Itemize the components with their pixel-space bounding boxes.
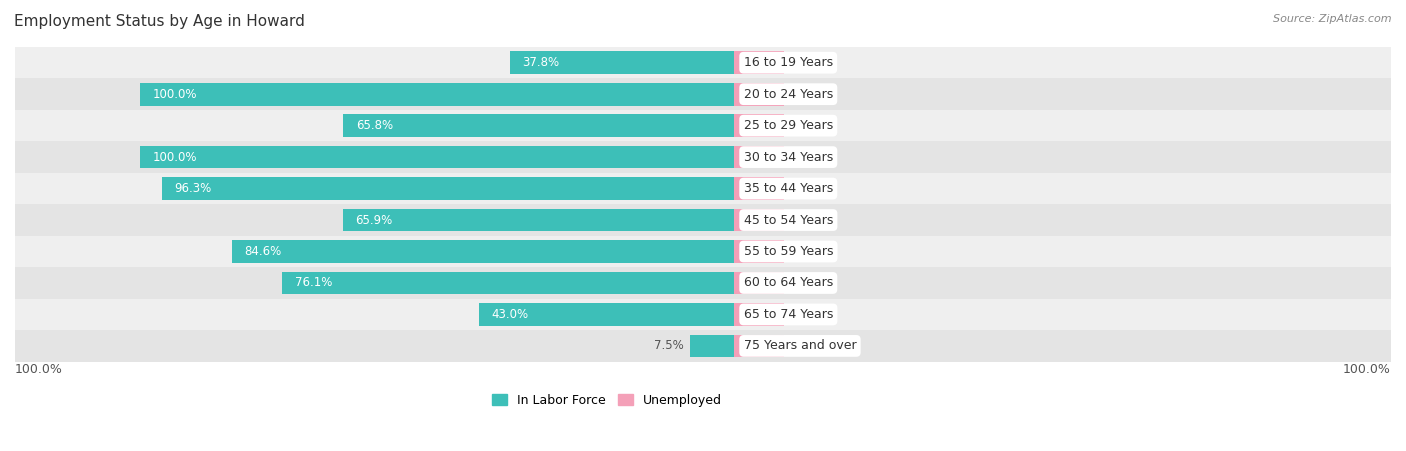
- Text: 60 to 64 Years: 60 to 64 Years: [744, 276, 832, 290]
- Text: 100.0%: 100.0%: [1343, 363, 1391, 376]
- Text: 55 to 59 Years: 55 to 59 Years: [744, 245, 834, 258]
- Bar: [141, 146, 734, 168]
- Text: 0.0%: 0.0%: [797, 56, 827, 69]
- Bar: [283, 272, 734, 295]
- Bar: [141, 83, 734, 106]
- Text: 7.5%: 7.5%: [654, 340, 683, 352]
- Bar: [734, 146, 785, 168]
- Text: 0.0%: 0.0%: [797, 151, 827, 164]
- Text: 0.0%: 0.0%: [797, 214, 827, 226]
- Text: 0.0%: 0.0%: [797, 119, 827, 132]
- Text: 0.0%: 0.0%: [797, 308, 827, 321]
- Bar: [15, 236, 1391, 267]
- Text: 45 to 54 Years: 45 to 54 Years: [744, 214, 832, 226]
- Text: 84.6%: 84.6%: [245, 245, 281, 258]
- Bar: [509, 51, 734, 74]
- Text: 20 to 24 Years: 20 to 24 Years: [744, 87, 832, 101]
- Text: 75 Years and over: 75 Years and over: [744, 340, 856, 352]
- Bar: [734, 240, 785, 263]
- Text: 35 to 44 Years: 35 to 44 Years: [744, 182, 832, 195]
- Bar: [734, 177, 785, 200]
- Text: 65.9%: 65.9%: [356, 214, 392, 226]
- Text: 0.0%: 0.0%: [797, 245, 827, 258]
- Bar: [690, 335, 734, 357]
- Bar: [734, 272, 785, 295]
- Text: 43.0%: 43.0%: [491, 308, 529, 321]
- Bar: [232, 240, 734, 263]
- Bar: [15, 299, 1391, 330]
- Bar: [734, 209, 785, 231]
- Bar: [734, 51, 785, 74]
- Text: 0.0%: 0.0%: [797, 340, 827, 352]
- Bar: [343, 114, 734, 137]
- Bar: [15, 204, 1391, 236]
- Bar: [734, 83, 785, 106]
- Text: 100.0%: 100.0%: [153, 87, 197, 101]
- Text: 0.0%: 0.0%: [797, 87, 827, 101]
- Text: 30 to 34 Years: 30 to 34 Years: [744, 151, 832, 164]
- Bar: [734, 303, 785, 326]
- Text: 100.0%: 100.0%: [153, 151, 197, 164]
- Bar: [15, 267, 1391, 299]
- Text: 76.1%: 76.1%: [295, 276, 332, 290]
- Text: 96.3%: 96.3%: [174, 182, 212, 195]
- Legend: In Labor Force, Unemployed: In Labor Force, Unemployed: [486, 388, 727, 411]
- Bar: [15, 110, 1391, 141]
- Text: Employment Status by Age in Howard: Employment Status by Age in Howard: [14, 14, 305, 28]
- Bar: [15, 78, 1391, 110]
- Bar: [162, 177, 734, 200]
- Bar: [15, 173, 1391, 204]
- Bar: [479, 303, 734, 326]
- Text: 100.0%: 100.0%: [15, 363, 63, 376]
- Text: 37.8%: 37.8%: [522, 56, 560, 69]
- Text: 65.8%: 65.8%: [356, 119, 392, 132]
- Bar: [15, 141, 1391, 173]
- Text: 0.0%: 0.0%: [797, 276, 827, 290]
- Text: 0.0%: 0.0%: [797, 182, 827, 195]
- Text: 16 to 19 Years: 16 to 19 Years: [744, 56, 832, 69]
- Text: 25 to 29 Years: 25 to 29 Years: [744, 119, 832, 132]
- Bar: [15, 47, 1391, 78]
- Bar: [734, 114, 785, 137]
- Bar: [343, 209, 734, 231]
- Text: Source: ZipAtlas.com: Source: ZipAtlas.com: [1274, 14, 1392, 23]
- Bar: [15, 330, 1391, 362]
- Text: 65 to 74 Years: 65 to 74 Years: [744, 308, 832, 321]
- Bar: [734, 335, 785, 357]
